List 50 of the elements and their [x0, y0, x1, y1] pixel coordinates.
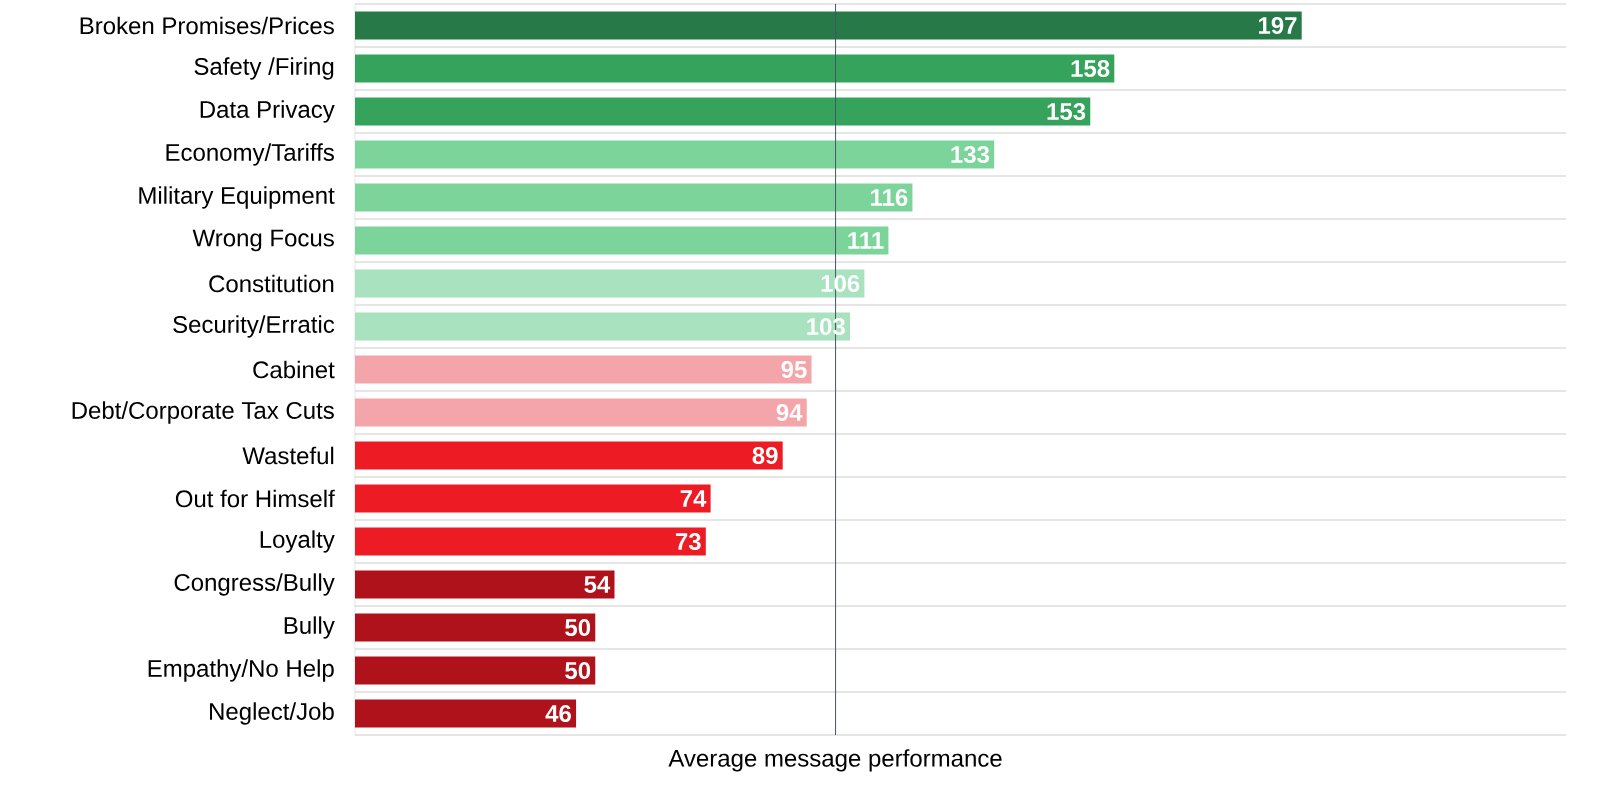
- y-tick-label: Safety /Firing: [194, 57, 334, 80]
- ref-line-label: Average message performance: [668, 749, 1002, 772]
- y-tick-label: Loyalty: [260, 530, 335, 553]
- bar: [355, 527, 706, 556]
- bar: [355, 183, 913, 212]
- data-label: 95: [781, 361, 807, 378]
- data-label: 54: [584, 576, 611, 593]
- data-label: 158: [1071, 60, 1110, 77]
- bar: [355, 484, 711, 513]
- bar: [355, 11, 1302, 40]
- data-label: 133: [951, 145, 990, 164]
- y-tick-label: Bully: [284, 616, 335, 639]
- y-tick-label: Economy/Tariffs: [166, 143, 334, 166]
- y-tick-label: Congress/Bully: [174, 573, 335, 596]
- data-label: 73: [675, 532, 701, 551]
- data-label: 50: [565, 662, 591, 680]
- data-label: 94: [776, 404, 803, 421]
- y-tick-label: Broken Promises/Prices: [80, 16, 334, 35]
- bar: [355, 54, 1115, 83]
- bar: [355, 355, 812, 384]
- bar: [355, 398, 807, 427]
- data-label: 50: [565, 619, 591, 637]
- y-tick-label: Military Equipment: [139, 186, 335, 209]
- y-tick-label: Out for Himself: [175, 489, 335, 508]
- y-tick-label: Debt/Corporate Tax Cuts: [72, 401, 334, 424]
- bar: [355, 226, 889, 255]
- data-label: 89: [752, 447, 778, 464]
- data-label: 197: [1258, 17, 1297, 34]
- bar: [355, 570, 615, 599]
- y-tick-label: Security/Erratic: [173, 315, 335, 338]
- y-tick-label: Empathy/No Help: [148, 659, 334, 682]
- bar: [355, 699, 577, 728]
- data-label: 111: [848, 232, 884, 249]
- y-tick-label: Constitution: [209, 274, 334, 293]
- bar: [355, 269, 865, 298]
- y-tick-label: Cabinet: [253, 360, 335, 379]
- y-tick-label: Data Privacy: [200, 100, 335, 123]
- y-tick-label: Wasteful: [242, 446, 334, 465]
- bar: [355, 140, 995, 169]
- bar: [355, 656, 596, 685]
- data-label: 116: [871, 189, 908, 206]
- y-tick-label: Neglect/Job: [210, 702, 334, 725]
- data-label: 74: [680, 490, 707, 507]
- data-label: 46: [545, 705, 571, 723]
- bar: [355, 441, 783, 470]
- bar: [355, 312, 850, 341]
- y-tick-label: Wrong Focus: [192, 229, 334, 252]
- bar: [355, 613, 596, 642]
- data-label: 153: [1047, 102, 1086, 121]
- bar: [355, 97, 1091, 126]
